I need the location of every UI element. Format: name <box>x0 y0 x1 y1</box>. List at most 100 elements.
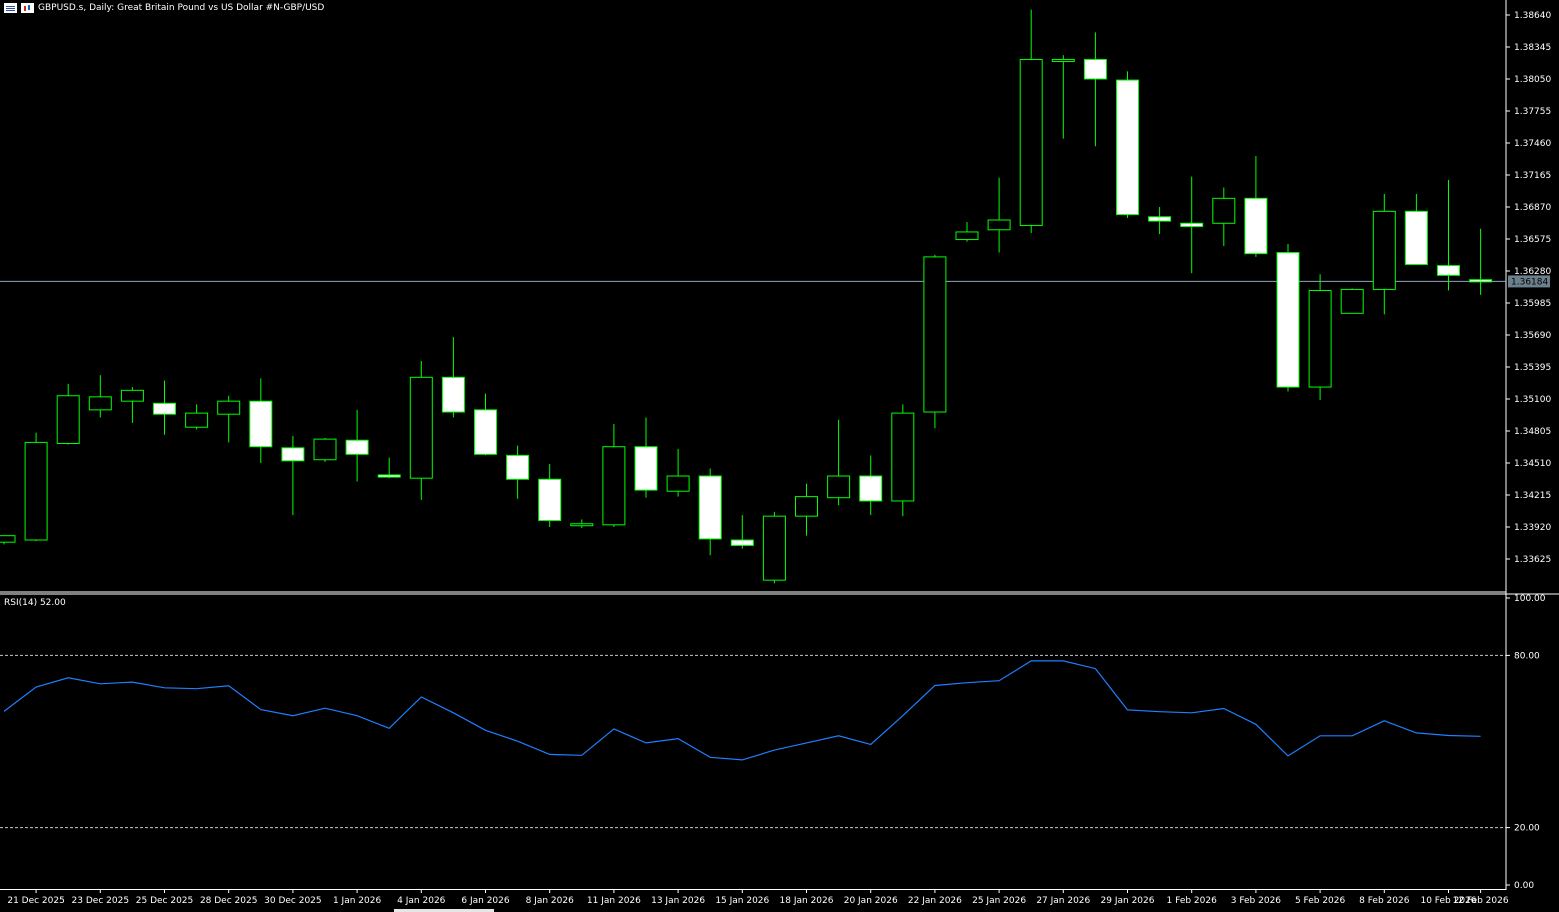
candle[interactable] <box>153 380 176 435</box>
candle[interactable] <box>1019 9 1043 234</box>
candle[interactable] <box>762 511 786 584</box>
rsi-series-line <box>3 660 1481 761</box>
rsi-tick-label: 20.00 <box>1514 824 1540 834</box>
date-tick-label: 11 Jan 2026 <box>587 896 641 906</box>
candle[interactable] <box>634 417 658 498</box>
rsi-indicator-label: RSI(14) 52.00 <box>4 598 66 608</box>
candle-body-bear <box>538 478 562 521</box>
candle[interactable] <box>1148 207 1172 235</box>
menu-icon[interactable] <box>4 3 17 13</box>
date-tick-label: 18 Jan 2026 <box>780 896 834 906</box>
candle[interactable] <box>1308 274 1332 401</box>
date-tick-label: 25 Dec 2025 <box>136 896 194 906</box>
price-tick-label: 1.37165 <box>1514 171 1551 181</box>
candle[interactable] <box>1372 193 1396 315</box>
candle[interactable] <box>859 455 883 516</box>
price-tick-label: 1.36280 <box>1514 267 1551 277</box>
candle[interactable] <box>441 337 465 418</box>
price-tick-label: 1.34215 <box>1514 491 1551 501</box>
price-tick-label: 1.37460 <box>1514 139 1551 149</box>
price-tick-label: 1.38050 <box>1514 75 1551 85</box>
candle[interactable] <box>88 375 112 418</box>
candle[interactable] <box>1340 288 1364 314</box>
candle-body-bear <box>1404 210 1428 265</box>
candle[interactable] <box>538 464 562 527</box>
candle[interactable] <box>1051 55 1075 139</box>
current-price-badge <box>1508 275 1550 288</box>
candle-body-bull <box>570 523 594 527</box>
candle[interactable] <box>1180 176 1204 274</box>
candle[interactable] <box>698 468 722 556</box>
candle-body-bear <box>281 447 305 462</box>
candle-body-bull <box>762 515 786 581</box>
candle[interactable] <box>1404 193 1428 265</box>
candle-body-bear <box>730 539 754 546</box>
rsi-tick-label: 100.00 <box>1514 594 1546 604</box>
date-tick-label: 22 Jan 2026 <box>908 896 962 906</box>
candle[interactable] <box>1212 187 1236 247</box>
candle-body-bear <box>345 439 369 455</box>
price-tick-label: 1.37755 <box>1514 107 1551 117</box>
candle-body-bull <box>602 446 626 526</box>
date-tick-label: 5 Feb 2026 <box>1295 896 1346 906</box>
candle-body-bull <box>1019 58 1043 226</box>
candle[interactable] <box>24 432 48 542</box>
candle[interactable] <box>0 535 16 545</box>
candle[interactable] <box>1469 228 1493 295</box>
chart-type-icon[interactable] <box>21 3 34 13</box>
candle[interactable] <box>1437 179 1460 291</box>
candle[interactable] <box>409 361 433 500</box>
candle-body-bull <box>1212 197 1236 224</box>
candle-body-bear <box>1180 222 1204 228</box>
date-tick-label: 20 Jan 2026 <box>844 896 898 906</box>
candle[interactable] <box>923 254 947 429</box>
candle[interactable] <box>345 409 369 482</box>
candle[interactable] <box>120 387 144 423</box>
candle[interactable] <box>570 519 594 529</box>
candle-body-bear <box>249 400 273 448</box>
candle[interactable] <box>666 448 690 497</box>
candle[interactable] <box>185 404 209 430</box>
candle[interactable] <box>217 395 241 443</box>
candle[interactable] <box>1244 156 1268 257</box>
candle[interactable] <box>1116 71 1139 218</box>
date-tick-label: 21 Dec 2025 <box>7 896 65 906</box>
candle[interactable] <box>506 445 530 499</box>
candle-body-bull <box>120 389 144 402</box>
candle[interactable] <box>313 438 337 462</box>
candle[interactable] <box>730 515 754 549</box>
chart-scrollbar[interactable] <box>394 909 494 912</box>
candle-body-bull <box>795 496 818 517</box>
candle[interactable] <box>281 435 305 516</box>
candle-body-bear <box>377 474 401 478</box>
candle-body-bull <box>891 412 915 502</box>
rsi-tick-label: 80.00 <box>1514 651 1540 661</box>
candle[interactable] <box>1083 32 1107 147</box>
date-tick-label: 12 Feb 2026 <box>1453 896 1509 906</box>
candle[interactable] <box>1276 243 1300 392</box>
price-tick-label: 1.36870 <box>1514 203 1551 213</box>
date-tick-label: 23 Dec 2025 <box>72 896 130 906</box>
candle[interactable] <box>602 423 626 527</box>
date-tick-label: 3 Feb 2026 <box>1231 896 1282 906</box>
candle-body-bear <box>634 446 658 491</box>
candle-body-bear <box>1148 216 1172 222</box>
candle[interactable] <box>795 483 818 536</box>
candle[interactable] <box>955 222 979 242</box>
candle[interactable] <box>56 383 80 445</box>
candle-body-bull <box>987 219 1011 231</box>
candle[interactable] <box>249 378 273 463</box>
candle-body-bull <box>56 395 80 444</box>
candle-body-bull <box>955 231 979 241</box>
price-tick-label: 1.33625 <box>1514 555 1551 565</box>
candle[interactable] <box>987 177 1011 253</box>
candle[interactable] <box>827 419 851 506</box>
candle-body-bear <box>698 475 722 540</box>
candle[interactable] <box>377 457 401 479</box>
candle[interactable] <box>891 404 915 517</box>
date-tick-label: 8 Jan 2026 <box>526 896 574 906</box>
date-tick-label: 13 Jan 2026 <box>651 896 705 906</box>
candle[interactable] <box>474 393 497 456</box>
date-tick-label: 8 Feb 2026 <box>1359 896 1410 906</box>
